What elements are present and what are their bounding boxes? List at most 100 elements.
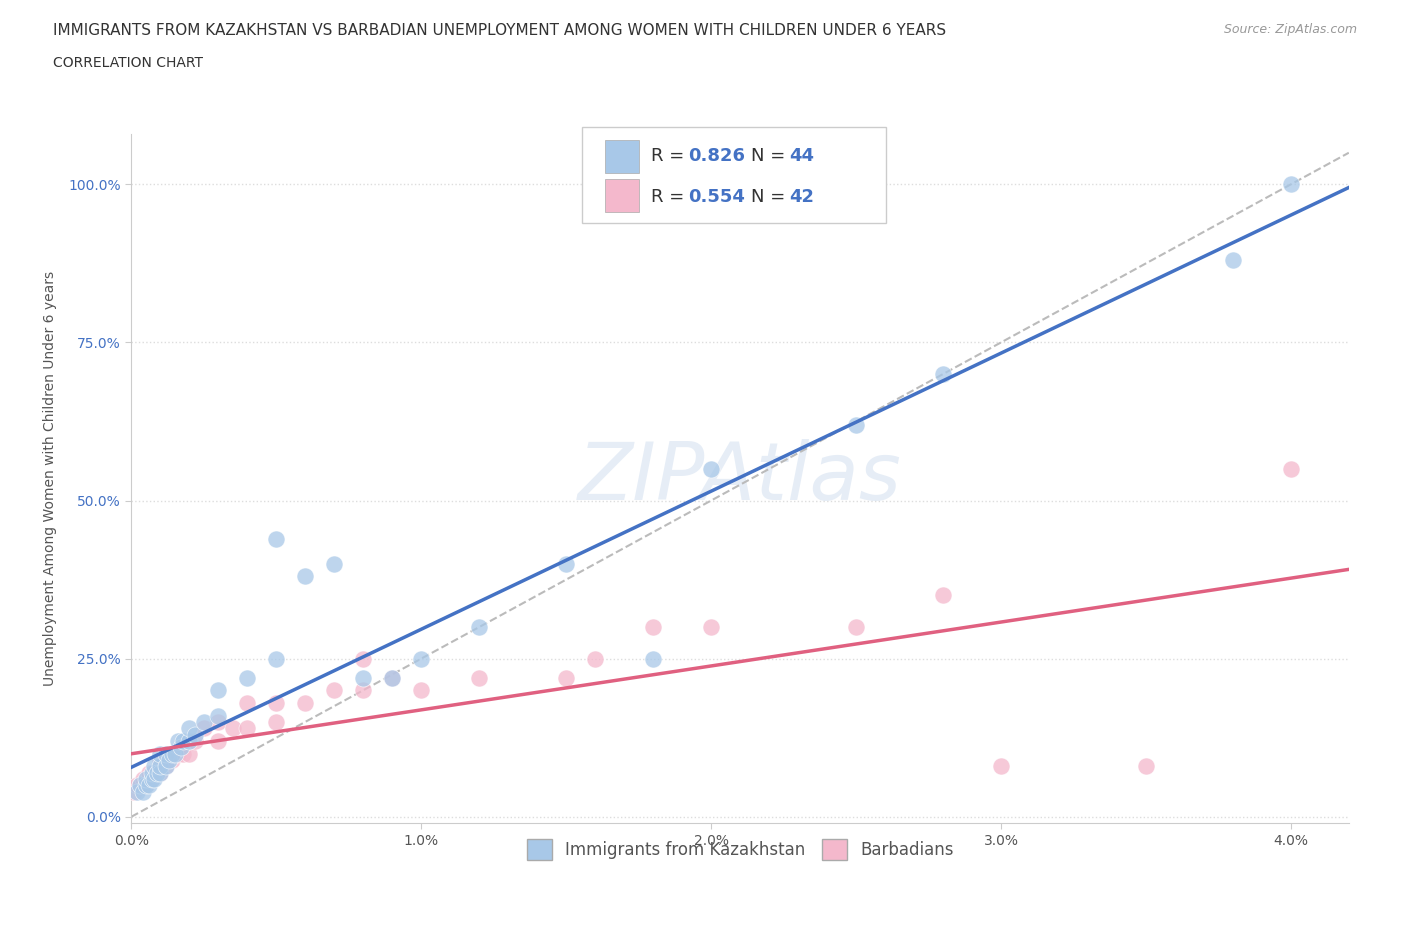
Point <box>179 734 201 749</box>
Point <box>149 746 172 761</box>
Point <box>932 366 955 381</box>
Point <box>1279 461 1302 476</box>
Point <box>146 765 169 780</box>
Text: IMMIGRANTS FROM KAZAKHSTAN VS BARBADIAN UNEMPLOYMENT AMONG WOMEN WITH CHILDREN U: IMMIGRANTS FROM KAZAKHSTAN VS BARBADIAN … <box>53 23 946 38</box>
Point <box>184 727 207 742</box>
Point <box>155 759 177 774</box>
Point <box>411 651 433 666</box>
FancyBboxPatch shape <box>605 179 638 212</box>
Point <box>264 531 287 546</box>
Point <box>184 734 207 749</box>
Point <box>160 752 183 767</box>
Text: N =: N = <box>751 188 792 206</box>
Point <box>155 759 177 774</box>
Point <box>207 734 229 749</box>
FancyBboxPatch shape <box>605 140 638 173</box>
Point <box>264 714 287 729</box>
FancyBboxPatch shape <box>582 126 886 223</box>
Point <box>135 777 157 792</box>
Point <box>179 734 201 749</box>
Point <box>143 765 166 780</box>
Text: 0.554: 0.554 <box>688 188 745 206</box>
Point <box>294 569 316 584</box>
Point <box>157 752 180 767</box>
Point <box>169 739 191 754</box>
Text: R =: R = <box>651 188 690 206</box>
Point <box>149 765 172 780</box>
Point <box>149 759 172 774</box>
Legend: Immigrants from Kazakhstan, Barbadians: Immigrants from Kazakhstan, Barbadians <box>520 833 960 867</box>
Point <box>468 619 491 634</box>
Point <box>222 721 245 736</box>
Text: N =: N = <box>751 147 792 165</box>
Point <box>135 771 157 786</box>
Point <box>129 777 152 792</box>
Point <box>1279 177 1302 192</box>
Point <box>149 765 172 780</box>
Point <box>125 777 148 792</box>
Point <box>641 619 664 634</box>
Text: 44: 44 <box>789 147 814 165</box>
Point <box>166 734 188 749</box>
Point <box>352 683 374 698</box>
Point <box>700 619 723 634</box>
Point <box>143 771 166 786</box>
Point <box>193 721 215 736</box>
Point <box>166 746 188 761</box>
Point <box>193 714 215 729</box>
Point <box>236 696 259 711</box>
Point <box>132 771 155 786</box>
Point <box>149 752 172 767</box>
Point <box>381 671 404 685</box>
Text: ZIPAtlas: ZIPAtlas <box>578 440 903 517</box>
Point <box>294 696 316 711</box>
Point <box>160 746 183 761</box>
Point <box>141 765 163 780</box>
Point <box>990 759 1012 774</box>
Point <box>236 721 259 736</box>
Text: CORRELATION CHART: CORRELATION CHART <box>53 56 204 70</box>
Point <box>1222 253 1244 268</box>
Point <box>1135 759 1157 774</box>
Point <box>555 556 578 571</box>
Point <box>264 651 287 666</box>
Text: 42: 42 <box>789 188 814 206</box>
Point <box>135 777 157 792</box>
Point <box>583 651 606 666</box>
Point <box>845 418 868 432</box>
Point <box>122 784 145 799</box>
Point <box>138 765 160 780</box>
Point <box>143 759 166 774</box>
Point <box>555 671 578 685</box>
Point <box>163 746 186 761</box>
Point <box>845 619 868 634</box>
Point <box>352 651 374 666</box>
Point <box>141 771 163 786</box>
Point <box>323 683 346 698</box>
Point <box>179 746 201 761</box>
Point <box>468 671 491 685</box>
Point <box>700 461 723 476</box>
Point <box>172 746 194 761</box>
Point <box>129 777 152 792</box>
Text: 0.826: 0.826 <box>688 147 745 165</box>
Point <box>207 714 229 729</box>
Point <box>179 721 201 736</box>
Point <box>932 588 955 603</box>
Text: Source: ZipAtlas.com: Source: ZipAtlas.com <box>1223 23 1357 36</box>
Point <box>207 708 229 723</box>
Point <box>207 683 229 698</box>
Point <box>381 671 404 685</box>
Y-axis label: Unemployment Among Women with Children Under 6 years: Unemployment Among Women with Children U… <box>44 271 58 686</box>
Point <box>132 784 155 799</box>
Point <box>138 777 160 792</box>
Point <box>141 771 163 786</box>
Point <box>155 746 177 761</box>
Point <box>352 671 374 685</box>
Point <box>236 671 259 685</box>
Point <box>172 734 194 749</box>
Point <box>323 556 346 571</box>
Point <box>264 696 287 711</box>
Point <box>411 683 433 698</box>
Point <box>125 784 148 799</box>
